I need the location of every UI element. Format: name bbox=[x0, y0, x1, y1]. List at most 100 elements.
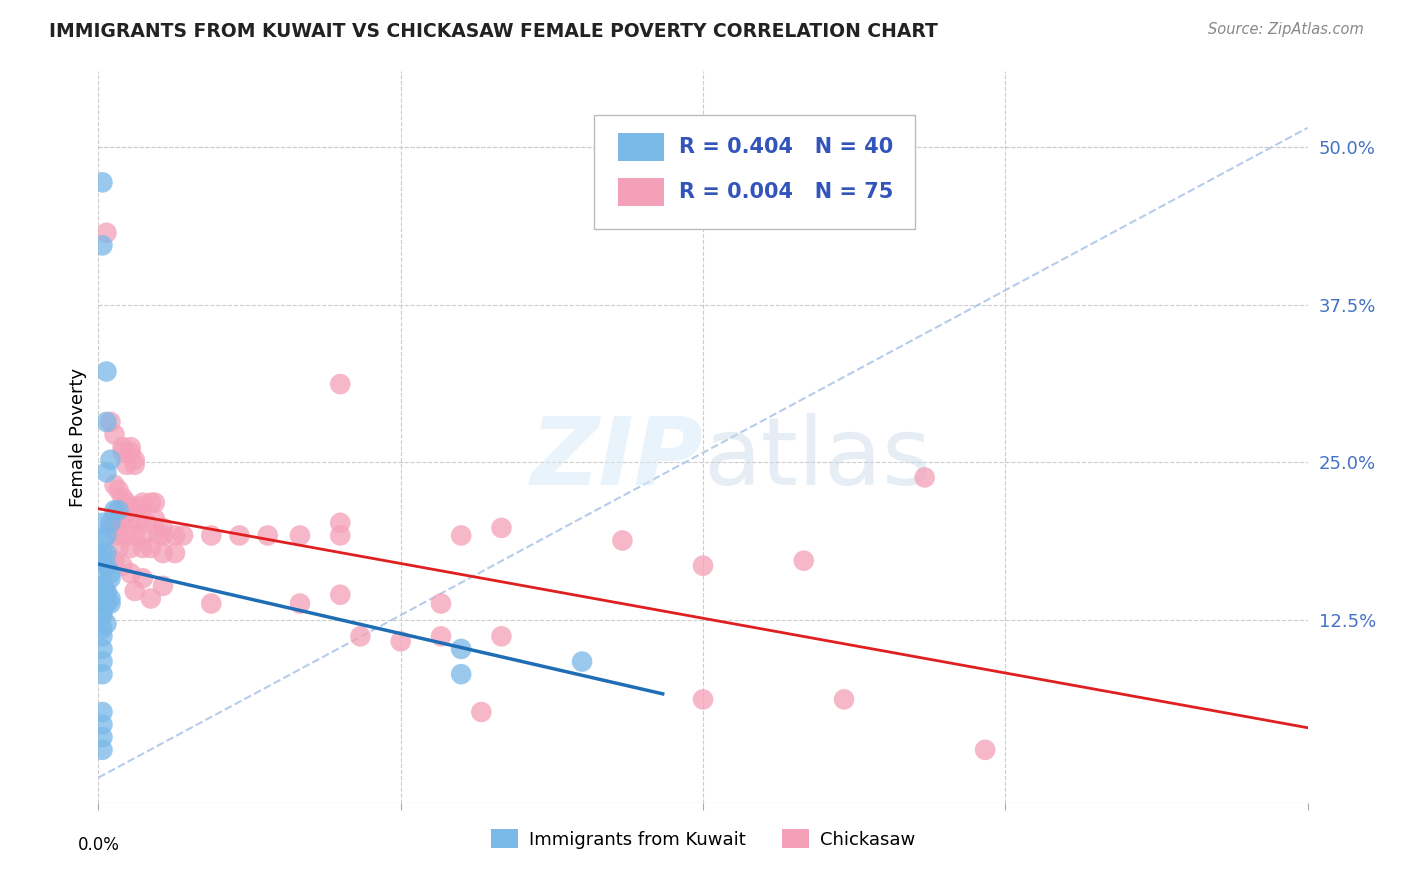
Point bbox=[329, 377, 352, 392]
Bar bbox=[619, 178, 664, 206]
Bar bbox=[619, 133, 664, 161]
Point bbox=[96, 528, 118, 542]
Point bbox=[793, 554, 815, 568]
Point bbox=[91, 175, 114, 189]
Point bbox=[96, 583, 118, 598]
Point bbox=[91, 667, 114, 681]
Point bbox=[103, 478, 125, 492]
Point bbox=[100, 571, 122, 585]
Point bbox=[91, 604, 114, 618]
Point bbox=[450, 667, 472, 681]
Point bbox=[100, 566, 122, 581]
Point bbox=[96, 597, 118, 611]
Point bbox=[96, 588, 118, 602]
Point bbox=[200, 597, 222, 611]
Text: Source: ZipAtlas.com: Source: ZipAtlas.com bbox=[1208, 22, 1364, 37]
Point bbox=[91, 533, 114, 548]
Point bbox=[612, 533, 634, 548]
Point bbox=[349, 629, 371, 643]
Point bbox=[128, 500, 150, 514]
Point bbox=[96, 364, 118, 378]
Point bbox=[107, 483, 129, 497]
Point bbox=[256, 528, 278, 542]
Point bbox=[120, 500, 142, 514]
Point bbox=[152, 528, 174, 542]
FancyBboxPatch shape bbox=[595, 115, 915, 228]
Point bbox=[111, 491, 134, 505]
Point bbox=[288, 597, 311, 611]
Point bbox=[91, 554, 114, 568]
Point bbox=[115, 458, 138, 472]
Point bbox=[430, 629, 453, 643]
Point bbox=[91, 642, 114, 657]
Point bbox=[200, 528, 222, 542]
Point bbox=[96, 466, 118, 480]
Point bbox=[100, 452, 122, 467]
Point bbox=[115, 496, 138, 510]
Point bbox=[100, 597, 122, 611]
Point bbox=[163, 528, 186, 542]
Point bbox=[100, 516, 122, 530]
Point bbox=[100, 591, 122, 606]
Point bbox=[120, 541, 142, 555]
Point bbox=[163, 546, 186, 560]
Point bbox=[103, 503, 125, 517]
Point bbox=[124, 528, 146, 542]
Point bbox=[389, 634, 412, 648]
Point bbox=[128, 512, 150, 526]
Point bbox=[450, 642, 472, 657]
Point bbox=[143, 496, 166, 510]
Point bbox=[100, 521, 122, 535]
Point bbox=[135, 516, 157, 530]
Point bbox=[107, 503, 129, 517]
Point bbox=[288, 528, 311, 542]
Point bbox=[107, 541, 129, 555]
Point bbox=[103, 427, 125, 442]
Point bbox=[91, 238, 114, 252]
Point bbox=[470, 705, 492, 719]
Point bbox=[111, 445, 134, 459]
Point bbox=[120, 445, 142, 459]
Point bbox=[450, 528, 472, 542]
Point bbox=[91, 579, 114, 593]
Point bbox=[491, 521, 513, 535]
Point bbox=[914, 470, 936, 484]
Point bbox=[96, 415, 118, 429]
Point bbox=[103, 508, 125, 523]
Point bbox=[974, 743, 997, 757]
Point bbox=[91, 516, 114, 530]
Text: R = 0.004   N = 75: R = 0.004 N = 75 bbox=[679, 182, 893, 202]
Point bbox=[692, 692, 714, 706]
Point bbox=[132, 541, 155, 555]
Point bbox=[111, 558, 134, 573]
Point bbox=[120, 440, 142, 454]
Point bbox=[139, 496, 162, 510]
Point bbox=[115, 528, 138, 542]
Point bbox=[91, 609, 114, 624]
Point bbox=[329, 528, 352, 542]
Point bbox=[571, 655, 593, 669]
Text: atlas: atlas bbox=[703, 413, 931, 505]
Point bbox=[120, 566, 142, 581]
Text: IMMIGRANTS FROM KUWAIT VS CHICKASAW FEMALE POVERTY CORRELATION CHART: IMMIGRANTS FROM KUWAIT VS CHICKASAW FEMA… bbox=[49, 22, 938, 41]
Point bbox=[91, 566, 114, 581]
Point bbox=[91, 655, 114, 669]
Point bbox=[124, 458, 146, 472]
Point bbox=[132, 571, 155, 585]
Y-axis label: Female Poverty: Female Poverty bbox=[69, 368, 87, 507]
Point bbox=[692, 558, 714, 573]
Point bbox=[152, 546, 174, 560]
Point bbox=[91, 546, 114, 560]
Point bbox=[329, 588, 352, 602]
Point bbox=[91, 730, 114, 744]
Point bbox=[139, 591, 162, 606]
Text: R = 0.404   N = 40: R = 0.404 N = 40 bbox=[679, 136, 893, 157]
Point bbox=[96, 546, 118, 560]
Point bbox=[96, 558, 118, 573]
Point bbox=[96, 616, 118, 631]
Text: ZIP: ZIP bbox=[530, 413, 703, 505]
Point bbox=[430, 597, 453, 611]
Point bbox=[91, 622, 114, 636]
Point bbox=[111, 512, 134, 526]
Point bbox=[132, 496, 155, 510]
